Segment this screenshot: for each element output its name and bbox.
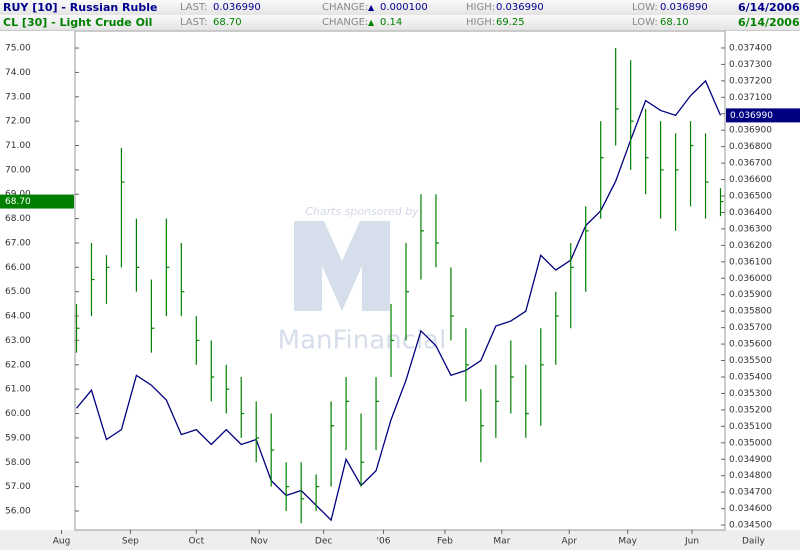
y2-tick-label: 0.037200 — [729, 76, 772, 86]
watermark-logo — [294, 221, 390, 311]
label: LAST: — [180, 17, 208, 28]
y-tick-label: 60.00 — [5, 409, 31, 419]
plot-area — [74, 31, 726, 531]
watermark: Charts sponsored by ManFinancial — [278, 205, 447, 356]
x-tick-label: Aug — [53, 537, 71, 547]
y-tick-label: 68.00 — [5, 214, 31, 224]
y2-tick-label: 0.036400 — [729, 208, 772, 218]
y2-tick-label: 0.036000 — [729, 274, 772, 284]
header-row: CL [30] - Light Crude Oil LAST: 68.70 CH… — [0, 15, 800, 31]
y2-tick-label: 0.037400 — [729, 43, 772, 53]
value: 0.036890 — [660, 2, 708, 13]
x-axis-band — [0, 530, 800, 550]
y2-tick-label: 0.035500 — [729, 356, 772, 366]
y2-tick-label: 0.034500 — [729, 521, 772, 531]
y-tick-label: 65.00 — [5, 287, 31, 297]
date: 6/14/2006 — [738, 16, 800, 29]
y2-tick-label: 0.035800 — [729, 307, 772, 317]
up-arrow: ▲ — [368, 18, 375, 27]
value: 0.14 — [380, 17, 403, 28]
label: CHANGE: — [322, 2, 369, 13]
y-tick-label: 70.00 — [5, 165, 31, 175]
label: HIGH: — [466, 2, 496, 13]
y2-tick-label: 0.035000 — [729, 438, 772, 448]
y-tick-label: 74.00 — [5, 68, 31, 78]
x-tick-label: Apr — [561, 537, 577, 547]
y2-tick-label: 0.035300 — [729, 389, 772, 399]
symbol: RUY [10] - Russian Ruble — [3, 1, 158, 14]
y-tick-label: 59.00 — [5, 433, 31, 443]
date: 6/14/2006 — [738, 1, 800, 14]
y2-tick-label: 0.036500 — [729, 192, 772, 202]
y2-tick-label: 0.035900 — [729, 290, 772, 300]
x-tick-label: May — [618, 537, 637, 547]
x-tick-label: '06 — [377, 537, 391, 547]
y-tick-label: 73.00 — [5, 92, 31, 102]
y2-tick-label: 0.036600 — [729, 175, 772, 185]
watermark-text: ManFinancial — [278, 326, 447, 356]
y2-tick-label: 0.035700 — [729, 323, 772, 333]
y-tick-label: 58.00 — [5, 458, 31, 468]
y-tick-label: 64.00 — [5, 312, 31, 322]
y-tick-label: 57.00 — [5, 482, 31, 492]
y2-tick-label: 0.034900 — [729, 455, 772, 465]
last-value-box — [726, 108, 800, 123]
y2-tick-label: 0.034600 — [729, 504, 772, 514]
y-tick-label: 72.00 — [5, 117, 31, 127]
header-row: RUY [10] - Russian Ruble LAST: 0.036990 … — [0, 0, 800, 16]
value: 0.036990 — [213, 2, 261, 13]
y2-tick-label: 0.036300 — [729, 224, 772, 234]
x-tick-label: Mar — [493, 537, 510, 547]
y-tick-label: 61.00 — [5, 385, 31, 395]
value: 68.10 — [660, 17, 689, 28]
last-value-label: 68.70 — [5, 197, 31, 207]
y2-tick-label: 0.034800 — [729, 471, 772, 481]
y2-tick-label: 0.036100 — [729, 257, 772, 267]
symbol: CL [30] - Light Crude Oil — [3, 16, 153, 29]
y2-tick-label: 0.034700 — [729, 488, 772, 498]
label: CHANGE: — [322, 17, 369, 28]
y2-tick-label: 0.036800 — [729, 142, 772, 152]
y2-tick-label: 0.036700 — [729, 159, 772, 169]
y-tick-label: 67.00 — [5, 238, 31, 248]
last-value-box — [0, 194, 74, 209]
x-tick-label: Sep — [122, 537, 139, 547]
watermark-text: Charts sponsored by — [305, 205, 419, 218]
chart: Charts sponsored by ManFinancial 56.00 57… — [0, 31, 800, 550]
y2-tick-label: 0.035600 — [729, 340, 772, 350]
y2-tick-label: 0.036200 — [729, 241, 772, 251]
y2-tick-label: 0.035200 — [729, 405, 772, 415]
up-arrow: ▲ — [368, 3, 375, 12]
y2-tick-label: 0.036900 — [729, 126, 772, 136]
x-tick-label: Jun — [684, 537, 699, 547]
label: LOW: — [632, 2, 658, 13]
label: HIGH: — [466, 17, 496, 28]
value: 68.70 — [213, 17, 242, 28]
y2-tick-label: 0.035100 — [729, 422, 772, 432]
y-tick-label: 62.00 — [5, 360, 31, 370]
y-tick-label: 75.00 — [5, 44, 31, 54]
label: LAST: — [180, 2, 208, 13]
y-tick-label: 56.00 — [5, 506, 31, 516]
y2-tick-label: 0.037100 — [729, 93, 772, 103]
y-tick-label: 71.00 — [5, 141, 31, 151]
y-tick-label: 63.00 — [5, 336, 31, 346]
y2-tick-label: 0.037300 — [729, 60, 772, 70]
last-value-label: 0.036990 — [730, 111, 773, 121]
value: 69.25 — [496, 17, 525, 28]
value: 0.000100 — [380, 2, 428, 13]
x-tick-label: Feb — [437, 537, 453, 547]
y-tick-label: 66.00 — [5, 263, 31, 273]
x-tick-label: Dec — [315, 537, 332, 547]
x-tick-label: Oct — [189, 537, 205, 547]
x-tick-label: Nov — [250, 537, 268, 547]
x-axis-label: Daily — [742, 537, 765, 547]
value: 0.036990 — [496, 2, 544, 13]
label: LOW: — [632, 17, 658, 28]
line-series — [75, 79, 722, 522]
y2-tick-label: 0.035400 — [729, 372, 772, 382]
